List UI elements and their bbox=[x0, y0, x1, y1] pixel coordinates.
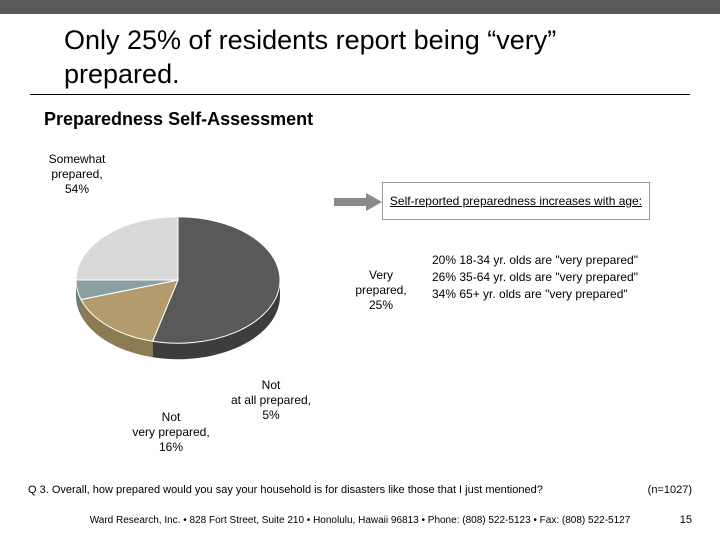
sample-size: (n=1027) bbox=[648, 484, 692, 496]
page-title: Only 25% of residents report being “very… bbox=[30, 14, 690, 95]
callout-box: Self-reported preparedness increases wit… bbox=[382, 182, 650, 220]
pie-label: Somewhatprepared,54% bbox=[32, 152, 122, 197]
question-text: Q 3. Overall, how prepared would you say… bbox=[28, 484, 543, 496]
page-number: 15 bbox=[680, 514, 692, 526]
age-line: 26% 35-64 yr. olds are "very prepared" bbox=[432, 269, 638, 286]
pie-label: Notvery prepared,16% bbox=[126, 410, 216, 455]
pie-label: Notat all prepared,5% bbox=[226, 378, 316, 423]
age-breakdown: 20% 18-34 yr. olds are "very prepared" 2… bbox=[432, 252, 638, 302]
top-bar bbox=[0, 0, 720, 14]
age-line: 20% 18-34 yr. olds are "very prepared" bbox=[432, 252, 638, 269]
footer-text: Ward Research, Inc. • 828 Fort Street, S… bbox=[0, 515, 720, 526]
arrow-icon bbox=[334, 193, 382, 211]
pie-label: Veryprepared,25% bbox=[336, 268, 426, 313]
chart-subtitle: Preparedness Self-Assessment bbox=[0, 95, 720, 130]
age-line: 34% 65+ yr. olds are "very prepared" bbox=[432, 286, 638, 303]
